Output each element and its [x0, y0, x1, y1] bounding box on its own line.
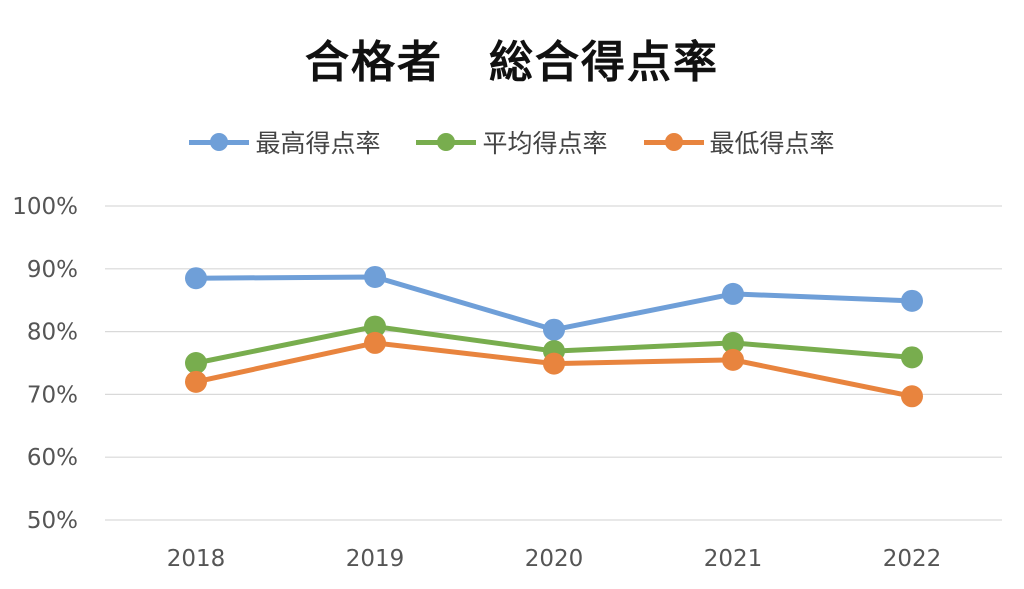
x-tick-label: 2019: [346, 546, 405, 572]
data-point: [722, 348, 744, 371]
legend-item-avg: 平均得点率: [416, 124, 608, 160]
data-point: [364, 265, 386, 288]
legend-swatch-avg: [416, 130, 477, 154]
data-point: [185, 267, 207, 290]
legend-item-max: 最高得点率: [189, 124, 380, 160]
x-tick-label: 2018: [167, 546, 226, 572]
y-tick-label: 100%: [12, 194, 78, 220]
data-point: [543, 352, 565, 375]
data-point: [722, 282, 744, 305]
data-point: [543, 318, 565, 341]
x-tick-label: 2021: [704, 546, 763, 572]
data-point: [185, 370, 207, 393]
y-tick-label: 60%: [27, 445, 78, 471]
legend-label-max: 最高得点率: [255, 129, 381, 158]
legend-label-avg: 平均得点率: [482, 129, 608, 158]
y-tick-label: 70%: [27, 382, 78, 408]
legend-label-min: 最低得点率: [709, 129, 835, 158]
y-tick-label: 90%: [27, 257, 78, 283]
data-point: [901, 289, 923, 312]
data-point: [364, 315, 386, 338]
data-point: [185, 352, 207, 374]
legend-item-min: 最低得点率: [643, 124, 835, 160]
legend: 最高得点率 平均得点率 最低得点率: [0, 124, 1024, 160]
legend-swatch-max: [189, 130, 250, 154]
legend-swatch-min: [643, 130, 704, 154]
data-point: [722, 331, 744, 354]
data-point: [364, 331, 386, 354]
x-tick-label: 2020: [525, 546, 584, 572]
x-tick-label: 2022: [883, 546, 942, 572]
chart-title: 合格者 総合得点率: [305, 37, 719, 88]
y-tick-label: 50%: [27, 508, 78, 534]
data-point: [901, 385, 923, 408]
data-point: [901, 346, 923, 369]
y-tick-label: 80%: [27, 320, 78, 346]
